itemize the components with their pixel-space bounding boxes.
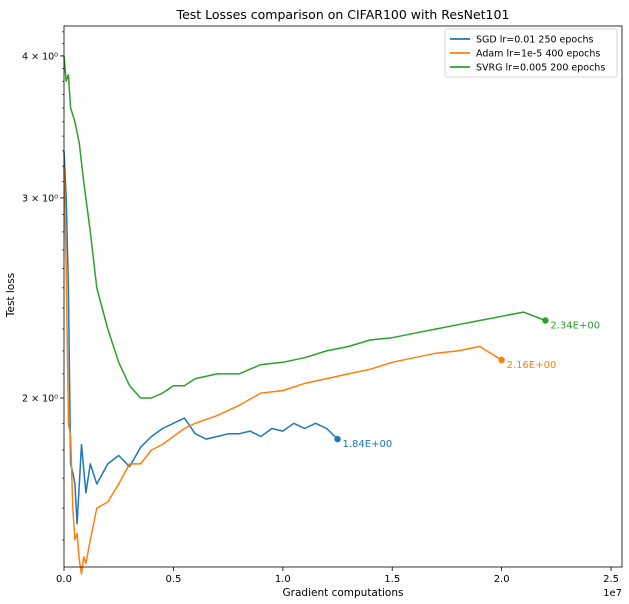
y-tick-label-0: 2 × 10⁰	[22, 393, 58, 404]
series-line-1	[63, 165, 502, 575]
x-offset-label: 1e7	[603, 588, 622, 599]
legend-label-2: SVRG lr=0.005 200 epochs	[476, 63, 605, 74]
axes-layer: 0.0 0.5 1.0 1.5 2.0 2.5 2 × 10⁰ 3 × 10⁰ 4 × 10⁰	[22, 25, 623, 585]
series-end-label-1: 2.16E+00	[507, 360, 557, 371]
series-layer: 1.84E+00 2.16E+00 2.34E+00	[63, 55, 600, 575]
series-end-label-2: 2.34E+00	[550, 321, 600, 332]
x-tick-label-4: 2.0	[494, 574, 510, 585]
legend-label-0: SGD lr=0.01 250 epochs	[476, 35, 593, 46]
legend-label-1: Adam lr=1e-5 400 epochs	[476, 49, 600, 60]
legend: SGD lr=0.01 250 epochs Adam lr=1e-5 400 e…	[444, 28, 618, 78]
y-tick-label-2: 4 × 10⁰	[22, 51, 58, 62]
series-line-0	[63, 150, 339, 525]
series-end-marker-0	[334, 435, 341, 443]
series-end-marker-2	[542, 317, 549, 324]
y-tick-label-1: 3 × 10⁰	[22, 193, 58, 204]
plot-frame	[63, 25, 623, 568]
series-line-2	[63, 55, 546, 399]
chart-title: Test Losses comparison on CIFAR100 with …	[176, 7, 510, 22]
legend-box	[444, 28, 618, 78]
x-tick-label-3: 1.5	[384, 574, 400, 585]
x-tick-label-1: 0.5	[165, 574, 181, 585]
series-end-marker-1	[498, 356, 505, 364]
x-tick-label-2: 1.0	[275, 574, 291, 585]
x-tick-label-0: 0.0	[56, 574, 72, 585]
y-axis-label: Test loss	[5, 273, 17, 318]
x-axis-label: Gradient computations	[283, 587, 404, 599]
series-end-label-0: 1.84E+00	[343, 439, 393, 450]
x-tick-label-5: 2.5	[603, 574, 619, 585]
